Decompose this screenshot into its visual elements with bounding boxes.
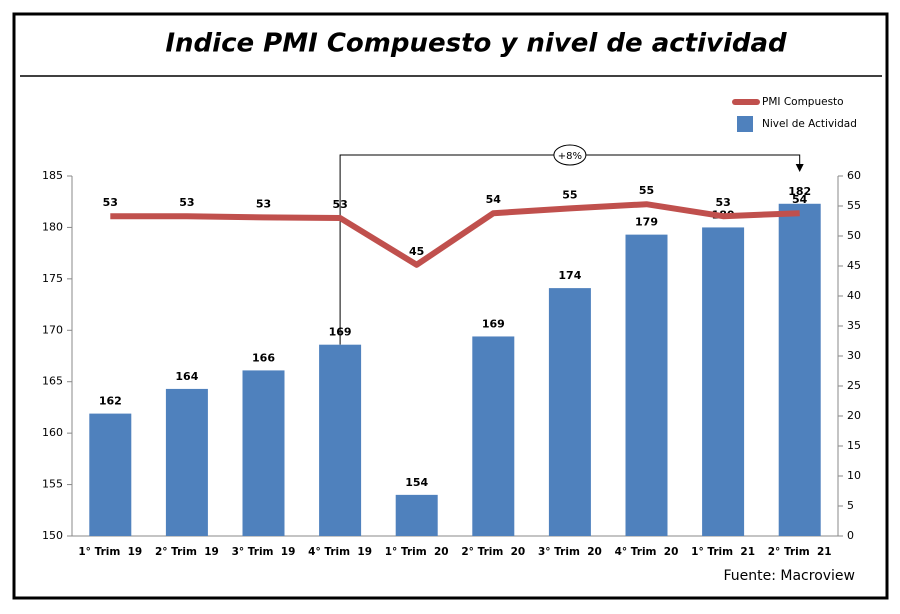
bar-value-label: 166 — [252, 351, 275, 364]
line-value-label: 53 — [179, 196, 194, 209]
y2-tick-label: 15 — [847, 439, 861, 452]
x-tick-label: 3° Trim 20 — [538, 546, 602, 558]
y2-tick-label: 30 — [847, 349, 861, 362]
bar-value-label: 162 — [99, 395, 122, 408]
x-tick-label: 4° Trim 20 — [615, 546, 679, 558]
line-value-label: 53 — [332, 198, 347, 211]
line-value-label: 53 — [256, 197, 271, 210]
chart-title: Indice PMI Compuesto y nivel de activida… — [165, 29, 787, 59]
y-tick-label: 160 — [42, 426, 63, 439]
bar-value-label: 169 — [329, 326, 352, 339]
legend-swatch — [737, 116, 753, 132]
x-tick-label: 1° Trim 19 — [78, 546, 142, 558]
line-value-label: 54 — [792, 193, 808, 206]
line-value-label: 53 — [103, 196, 118, 209]
y-tick-label: 175 — [42, 272, 63, 285]
x-tick-label: 3° Trim 19 — [232, 546, 296, 558]
x-tick-label: 1° Trim 21 — [691, 546, 755, 558]
x-tick-label: 2° Trim 21 — [768, 546, 832, 558]
bar — [702, 227, 745, 536]
y2-tick-label: 35 — [847, 319, 861, 332]
bar-value-label: 179 — [635, 216, 658, 229]
bar — [548, 288, 591, 536]
y2-tick-label: 40 — [847, 289, 861, 302]
y2-tick-label: 5 — [847, 499, 854, 512]
bar — [778, 203, 821, 536]
bar — [165, 388, 208, 536]
line-value-label: 45 — [409, 245, 424, 258]
annotation-arrow — [795, 164, 804, 172]
x-tick-label: 4° Trim 19 — [308, 546, 372, 558]
line-value-label: 55 — [639, 184, 654, 197]
x-tick-label: 2° Trim 20 — [461, 546, 525, 558]
y2-tick-label: 45 — [847, 259, 861, 272]
bar-value-label: 164 — [175, 370, 198, 383]
y2-tick-label: 20 — [847, 409, 861, 422]
bar — [242, 370, 285, 536]
bar-value-label: 182 — [788, 185, 811, 198]
bar-value-label: 169 — [482, 317, 505, 330]
y-tick-label: 155 — [42, 478, 63, 491]
annotation: +8% — [558, 151, 582, 162]
y-tick-label: 165 — [42, 375, 63, 388]
line — [110, 201, 800, 268]
source: Fuente: Macroview — [723, 568, 855, 584]
y2-tick-label: 25 — [847, 379, 861, 392]
bar — [472, 336, 515, 536]
x-tick-label: 2° Trim 19 — [155, 546, 219, 558]
y-tick-label: 150 — [42, 529, 63, 542]
bar — [395, 494, 438, 536]
bar — [625, 234, 668, 536]
legend-label: Nivel de Actividad — [762, 118, 857, 130]
x-tick-label: 1° Trim 20 — [385, 546, 449, 558]
y-tick-label: 180 — [42, 220, 63, 233]
y2-tick-label: 0 — [847, 529, 854, 542]
line-value-label: 54 — [486, 193, 502, 206]
y-tick-label: 170 — [42, 323, 63, 336]
bar — [319, 344, 362, 536]
y2-tick-label: 60 — [847, 169, 861, 182]
line-value-label: 53 — [715, 196, 730, 209]
annotation-bubble — [553, 144, 587, 166]
y-tick-label: 185 — [42, 169, 63, 182]
line-value-label: 55 — [562, 188, 577, 201]
y2-tick-label: 50 — [847, 229, 861, 242]
bar — [89, 413, 132, 536]
bar-value-label: 174 — [558, 269, 581, 282]
bar-value-label: 154 — [405, 476, 428, 489]
y2-tick-label: 10 — [847, 469, 861, 482]
legend-label: PMI Compuesto — [762, 96, 844, 108]
y2-tick-label: 55 — [847, 199, 861, 212]
